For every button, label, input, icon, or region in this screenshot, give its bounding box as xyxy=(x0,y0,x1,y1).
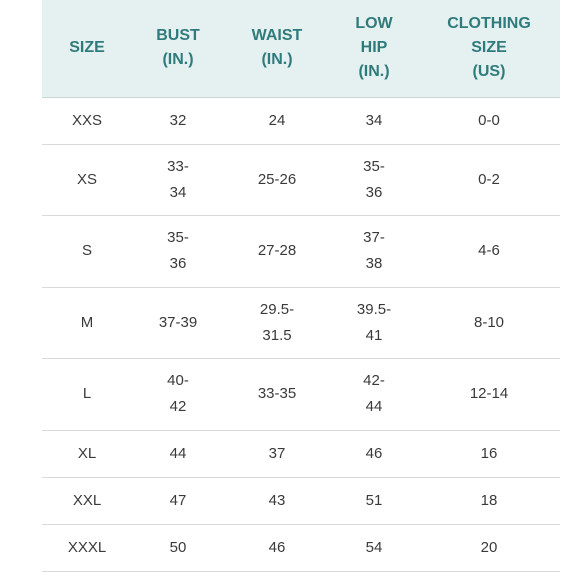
cell-clothing-size: 18 xyxy=(418,477,560,525)
table-body: XXS 32 24 34 0-0 XS 33- 34 25-26 35- 36 … xyxy=(42,97,560,572)
cell-waist: 43 xyxy=(224,477,330,525)
cell-size: XL xyxy=(42,430,132,478)
cell-clothing-size: 4-6 xyxy=(418,215,560,288)
header-bust: BUST (IN.) xyxy=(132,0,224,98)
cell-waist: 46 xyxy=(224,524,330,572)
header-low-hip: LOW HIP (IN.) xyxy=(330,0,418,98)
table-row: S 35- 36 27-28 37- 38 4-6 xyxy=(42,215,560,288)
cell-clothing-size: 0-2 xyxy=(418,144,560,216)
cell-size: M xyxy=(42,287,132,359)
table-row: XL 44 37 46 16 xyxy=(42,430,560,478)
header-size: SIZE xyxy=(42,0,132,98)
cell-bust: 33- 34 xyxy=(132,144,224,216)
size-chart-table: SIZE BUST (IN.) WAIST (IN.) LOW HIP (IN.… xyxy=(42,0,560,572)
cell-waist: 37 xyxy=(224,430,330,478)
table-row: XXL 47 43 51 18 xyxy=(42,477,560,525)
cell-low-hip: 34 xyxy=(330,97,418,145)
cell-low-hip: 51 xyxy=(330,477,418,525)
cell-clothing-size: 16 xyxy=(418,430,560,478)
cell-clothing-size: 12-14 xyxy=(418,358,560,431)
cell-waist: 29.5- 31.5 xyxy=(224,287,330,359)
cell-size: L xyxy=(42,358,132,431)
cell-waist: 25-26 xyxy=(224,144,330,216)
cell-low-hip: 46 xyxy=(330,430,418,478)
cell-size: XXXL xyxy=(42,524,132,572)
cell-bust: 32 xyxy=(132,97,224,145)
cell-low-hip: 42- 44 xyxy=(330,358,418,431)
cell-low-hip: 35- 36 xyxy=(330,144,418,216)
table-row: XXS 32 24 34 0-0 xyxy=(42,97,560,145)
cell-bust: 47 xyxy=(132,477,224,525)
cell-bust: 40- 42 xyxy=(132,358,224,431)
cell-size: XXS xyxy=(42,97,132,145)
cell-bust: 37-39 xyxy=(132,287,224,359)
header-waist: WAIST (IN.) xyxy=(224,0,330,98)
table-row: L 40- 42 33-35 42- 44 12-14 xyxy=(42,358,560,431)
cell-clothing-size: 20 xyxy=(418,524,560,572)
table-row: XXXL 50 46 54 20 xyxy=(42,524,560,572)
header-clothing-size: CLOTHING SIZE (US) xyxy=(418,0,560,98)
cell-low-hip: 37- 38 xyxy=(330,215,418,288)
cell-waist: 33-35 xyxy=(224,358,330,431)
cell-size: XS xyxy=(42,144,132,216)
table-row: M 37-39 29.5- 31.5 39.5- 41 8-10 xyxy=(42,287,560,359)
cell-bust: 50 xyxy=(132,524,224,572)
cell-waist: 24 xyxy=(224,97,330,145)
cell-low-hip: 54 xyxy=(330,524,418,572)
cell-clothing-size: 0-0 xyxy=(418,97,560,145)
cell-waist: 27-28 xyxy=(224,215,330,288)
cell-bust: 35- 36 xyxy=(132,215,224,288)
table-header: SIZE BUST (IN.) WAIST (IN.) LOW HIP (IN.… xyxy=(42,0,560,98)
cell-low-hip: 39.5- 41 xyxy=(330,287,418,359)
table-row: XS 33- 34 25-26 35- 36 0-2 xyxy=(42,144,560,216)
cell-clothing-size: 8-10 xyxy=(418,287,560,359)
cell-bust: 44 xyxy=(132,430,224,478)
cell-size: S xyxy=(42,215,132,288)
header-row: SIZE BUST (IN.) WAIST (IN.) LOW HIP (IN.… xyxy=(42,0,560,98)
cell-size: XXL xyxy=(42,477,132,525)
